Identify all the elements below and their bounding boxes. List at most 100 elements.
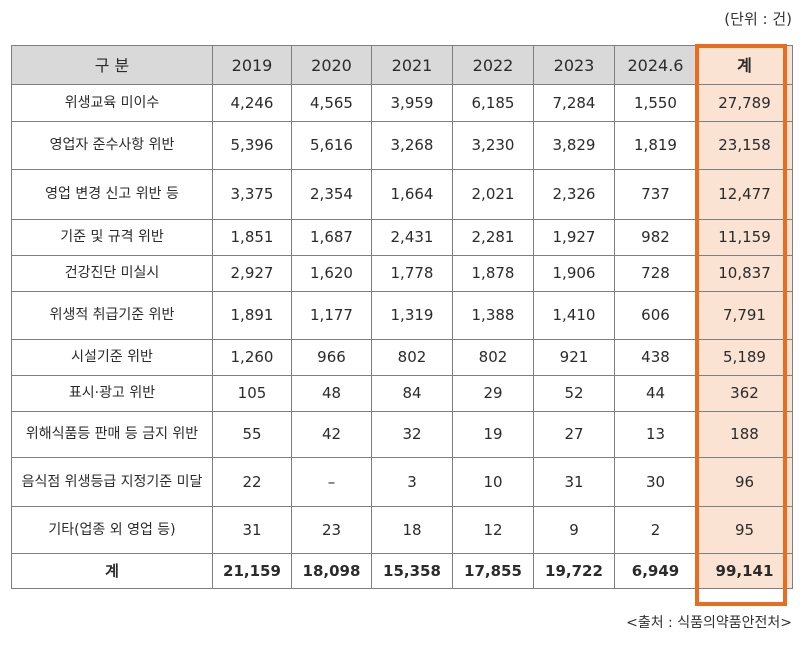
value-cell: 18 (371, 506, 453, 554)
value-cell: 1,319 (371, 291, 453, 340)
value-cell: 2,354 (291, 169, 372, 220)
value-cell: 4,246 (212, 84, 292, 122)
value-cell: 2 (614, 506, 697, 554)
value-cell: 438 (614, 339, 697, 376)
value-cell: 55 (212, 411, 292, 458)
value-cell: 30 (614, 457, 697, 507)
value-cell: 32 (371, 411, 453, 458)
value-cell: 1,687 (291, 219, 372, 256)
table-row: 위생교육 미이수 4,246 4,565 3,959 6,185 7,284 1,550 27… (11, 84, 793, 122)
table-row: 시설기준 위반 1,260 966 802 802 921 438 5,189 (11, 339, 793, 376)
row-total-cell: 95 (696, 506, 793, 554)
value-cell: 22 (212, 457, 292, 507)
value-cell: 13 (614, 411, 697, 458)
value-cell: 7,284 (533, 84, 615, 122)
value-cell: 2,281 (452, 219, 534, 256)
value-cell: 1,819 (614, 121, 697, 170)
value-cell: 5,396 (212, 121, 292, 170)
header-year: 2021 (371, 45, 453, 85)
value-cell: 12 (452, 506, 534, 554)
row-label: 표시·광고 위반 (11, 375, 213, 412)
value-cell: 982 (614, 219, 697, 256)
total-row: 계 21,159 18,098 15,358 17,855 19,722 6,949 99,1… (11, 553, 793, 589)
table-row: 영업자 준수사항 위반 5,396 5,616 3,268 3,230 3,829 1,81… (11, 121, 793, 170)
value-cell: 42 (291, 411, 372, 458)
value-cell: 966 (291, 339, 372, 376)
value-cell: 31 (533, 457, 615, 507)
value-cell: 105 (212, 375, 292, 412)
value-cell: 1,410 (533, 291, 615, 340)
row-label: 위해식품등 판매 등 금지 위반 (11, 411, 213, 458)
row-total-cell: 23,158 (696, 121, 793, 170)
row-total-cell: 10,837 (696, 255, 793, 292)
value-cell: 1,620 (291, 255, 372, 292)
value-cell: 31 (212, 506, 292, 554)
row-total-cell: 5,189 (696, 339, 793, 376)
header-year: 2020 (291, 45, 372, 85)
value-cell: 3,829 (533, 121, 615, 170)
header-row: 구 분 2019 2020 2021 2022 2023 2024.6 계 (11, 45, 793, 85)
value-cell: 27 (533, 411, 615, 458)
source-note: <출처 : 식품의약품안전처> (626, 615, 792, 631)
total-label: 계 (11, 553, 213, 589)
total-cell: 17,855 (452, 553, 534, 589)
value-cell: 29 (452, 375, 534, 412)
value-cell: 3,375 (212, 169, 292, 220)
value-cell: 3,268 (371, 121, 453, 170)
value-cell: 1,778 (371, 255, 453, 292)
value-cell: 802 (371, 339, 453, 376)
row-label: 영업자 준수사항 위반 (11, 121, 213, 170)
header-total: 계 (696, 45, 793, 85)
grand-total-cell: 99,141 (696, 553, 793, 589)
value-cell: 52 (533, 375, 615, 412)
value-cell: 921 (533, 339, 615, 376)
value-cell: 1,177 (291, 291, 372, 340)
value-cell: 1,851 (212, 219, 292, 256)
header-year: 2022 (452, 45, 534, 85)
row-label: 음식점 위생등급 지정기준 미달 (11, 457, 213, 507)
violations-table: 구 분 2019 2020 2021 2022 2023 2024.6 계 위생… (11, 45, 793, 589)
table-row: 위생적 취급기준 위반 1,891 1,177 1,319 1,388 1,410 606 7… (11, 291, 793, 340)
value-cell: 2,927 (212, 255, 292, 292)
value-cell: 6,185 (452, 84, 534, 122)
value-cell: 728 (614, 255, 697, 292)
value-cell: 1,550 (614, 84, 697, 122)
header-category: 구 분 (11, 45, 213, 85)
value-cell: 4,565 (291, 84, 372, 122)
value-cell: 10 (452, 457, 534, 507)
row-label: 영업 변경 신고 위반 등 (11, 169, 213, 220)
row-total-cell: 7,791 (696, 291, 793, 340)
total-cell: 18,098 (291, 553, 372, 589)
row-label: 건강진단 미실시 (11, 255, 213, 292)
row-label: 위생적 취급기준 위반 (11, 291, 213, 340)
value-cell: 84 (371, 375, 453, 412)
row-total-cell: 12,477 (696, 169, 793, 220)
header-year: 2023 (533, 45, 615, 85)
value-cell: 2,021 (452, 169, 534, 220)
value-cell: 3 (371, 457, 453, 507)
value-cell: 1,664 (371, 169, 453, 220)
value-cell: 1,878 (452, 255, 534, 292)
value-cell: 2,431 (371, 219, 453, 256)
value-cell: 5,616 (291, 121, 372, 170)
row-label: 시설기준 위반 (11, 339, 213, 376)
total-cell: 19,722 (533, 553, 615, 589)
row-total-cell: 362 (696, 375, 793, 412)
row-label: 기타(업종 외 영업 등) (11, 506, 213, 554)
table-row: 기준 및 규격 위반 1,851 1,687 2,431 2,281 1,927 982 11… (11, 219, 793, 256)
value-cell: – (291, 457, 372, 507)
header-year: 2024.6 (614, 45, 697, 85)
unit-note: (단위 : 건) (724, 10, 792, 28)
value-cell: 19 (452, 411, 534, 458)
value-cell: 9 (533, 506, 615, 554)
table-row: 기타(업종 외 영업 등) 31 23 18 12 9 2 95 (11, 506, 793, 554)
row-label: 위생교육 미이수 (11, 84, 213, 122)
value-cell: 606 (614, 291, 697, 340)
table-row: 음식점 위생등급 지정기준 미달 22–3 10 31 30 96 (11, 457, 793, 507)
table-row: 건강진단 미실시 2,927 1,620 1,778 1,878 1,906 728 10,8… (11, 255, 793, 292)
value-cell: 1,388 (452, 291, 534, 340)
value-cell: 23 (291, 506, 372, 554)
row-total-cell: 11,159 (696, 219, 793, 256)
row-total-cell: 188 (696, 411, 793, 458)
value-cell: 1,927 (533, 219, 615, 256)
